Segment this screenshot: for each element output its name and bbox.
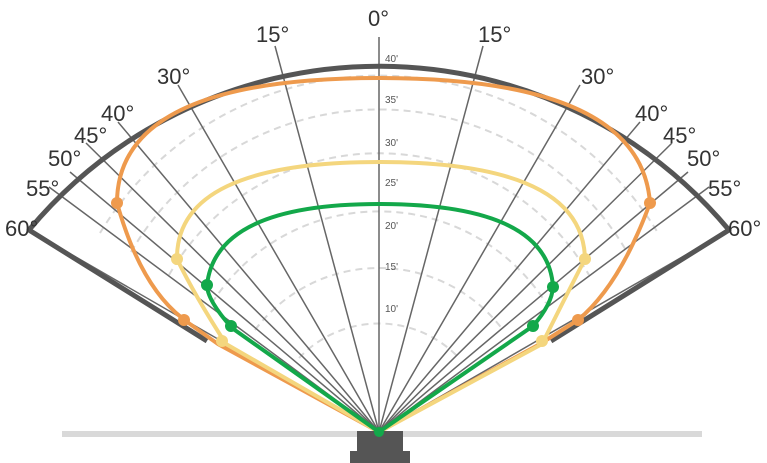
green-marker-right-outer: [547, 281, 559, 293]
sensor-origin: [374, 427, 384, 437]
angle-label-left-40: 40°: [101, 101, 134, 126]
angle-labels-left: 0° 15° 30° 40° 45° 50° 55° 60°: [5, 6, 389, 241]
orange-marker-left-outer: [111, 197, 123, 209]
yellow-markers: [171, 253, 591, 347]
green-coverage-curve: [204, 201, 556, 435]
yellow-marker-left-outer: [171, 253, 183, 265]
green-marker-left-inner: [225, 320, 237, 332]
yellow-marker-right-outer: [579, 253, 591, 265]
orange-coverage-curve: [114, 75, 653, 435]
angle-label-left-55: 55°: [26, 176, 59, 201]
green-marker-left-outer: [201, 279, 213, 291]
distance-label-25: 25': [385, 178, 398, 189]
angle-label-0: 0°: [368, 6, 389, 31]
angle-label-left-60: 60°: [5, 216, 38, 241]
yellow-marker-left-inner: [216, 335, 228, 347]
distance-label-20: 20': [385, 221, 398, 232]
distance-label-15: 15': [385, 262, 398, 273]
angle-label-right-40: 40°: [635, 101, 668, 126]
angle-labels-right: 15° 30° 40° 45° 50° 55° 60°: [478, 22, 761, 241]
green-marker-right-inner: [527, 320, 539, 332]
angle-label-right-15: 15°: [478, 22, 511, 47]
orange-marker-left-inner: [178, 314, 190, 326]
distance-label-35: 35': [385, 95, 398, 106]
distance-label-40: 40': [385, 54, 398, 65]
angle-spokes: [28, 37, 730, 433]
yellow-marker-right-inner: [536, 335, 548, 347]
angle-label-right-45: 45°: [663, 123, 696, 148]
angle-label-left-45: 45°: [74, 123, 107, 148]
distance-label-30: 30': [385, 138, 398, 149]
angle-label-right-30: 30°: [581, 64, 614, 89]
orange-markers: [111, 197, 656, 326]
angle-label-left-50: 50°: [48, 146, 81, 171]
green-markers: [201, 279, 559, 332]
orange-marker-right-outer: [644, 197, 656, 209]
yellow-coverage-curve: [174, 159, 588, 435]
sensor-base: [350, 451, 410, 463]
orange-marker-right-inner: [572, 314, 584, 326]
distance-labels: 10' 15' 20' 25' 30' 35' 40': [385, 54, 398, 315]
angle-label-left-15: 15°: [256, 22, 289, 47]
distance-label-10: 10': [385, 304, 398, 315]
angle-label-right-55: 55°: [708, 176, 741, 201]
coverage-frame: [26, 63, 732, 344]
angle-label-left-30: 30°: [157, 64, 190, 89]
angle-label-right-50: 50°: [687, 146, 720, 171]
angle-label-right-60: 60°: [728, 216, 761, 241]
sensor-head: [357, 431, 403, 451]
sensor-unit: [350, 427, 410, 463]
